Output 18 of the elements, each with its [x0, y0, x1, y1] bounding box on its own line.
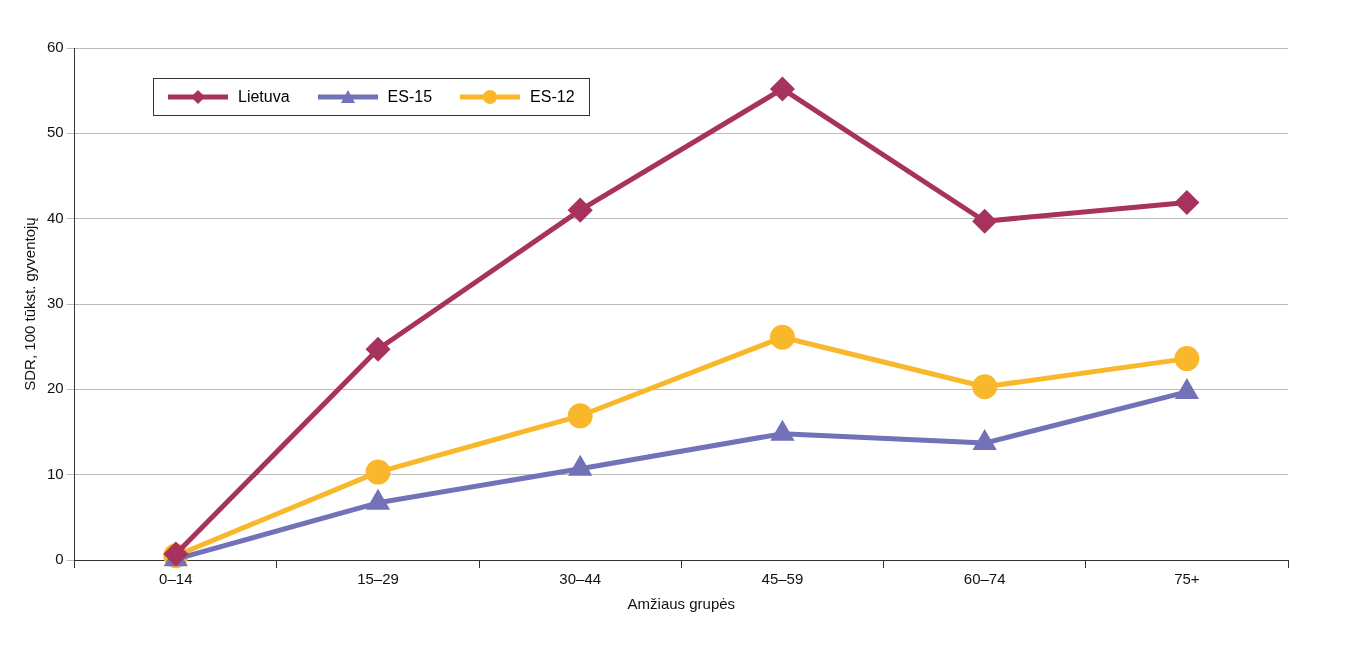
y-tick-label: 50 [47, 123, 64, 141]
y-axis-title: SDR, 100 tūkst. gyventojų [21, 217, 39, 391]
x-tick-label: 15–29 [357, 570, 399, 588]
y-tick-label: 10 [47, 464, 64, 482]
x-tick-label: 75+ [1174, 570, 1200, 588]
x-tick-label: 60–74 [963, 570, 1006, 588]
x-axis-title: Amžiaus grupės [627, 595, 736, 613]
legend-label: ES-15 [387, 88, 433, 106]
y-tick-label: 20 [47, 379, 64, 397]
y-tick-label: 60 [47, 38, 64, 56]
x-tick-label: 30–44 [559, 570, 602, 588]
x-tick-label: 0–14 [159, 570, 193, 588]
y-tick-label: 0 [55, 550, 64, 568]
legend-label: ES-12 [530, 88, 575, 106]
x-tick-label: 45–59 [761, 570, 804, 588]
y-tick-label: 40 [47, 208, 64, 226]
y-tick-label: 30 [47, 294, 64, 312]
legend-label: Lietuva [238, 88, 290, 106]
